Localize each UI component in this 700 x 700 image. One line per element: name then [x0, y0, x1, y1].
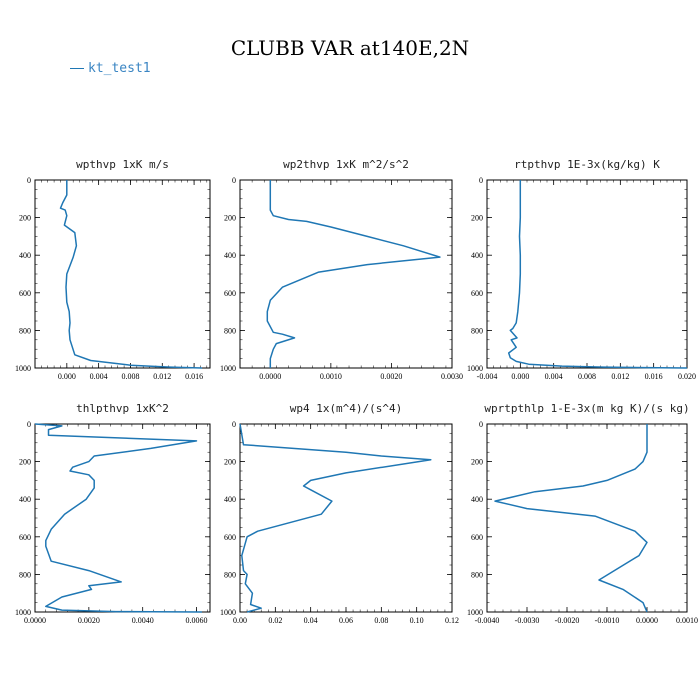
- y-tick-label: 200: [224, 458, 236, 467]
- x-tick-label: 0.0060: [186, 616, 208, 625]
- y-tick-label: 400: [19, 495, 31, 504]
- panel-title: thlpthvp 1xK^2: [76, 402, 169, 415]
- figure-title: CLUBB VAR at140E,2N: [230, 36, 470, 60]
- panel-1: wpthvp 1xK m/s 0 200 400 600 800 1000 0.000 0.00…: [15, 158, 211, 381]
- y-tick-label: 400: [471, 251, 483, 260]
- panel-title: rtpthvp 1E-3x(kg/kg) K: [514, 158, 660, 171]
- y-tick-label: 600: [19, 533, 31, 542]
- x-tick-label: 0.000: [58, 372, 76, 381]
- y-tick-label: 0: [232, 420, 236, 429]
- y-tick-label: 800: [471, 570, 483, 579]
- y-tick-label: 0: [27, 176, 31, 185]
- x-tick-label: 0.0030: [441, 372, 463, 381]
- series-line-kt_test1: [59, 180, 203, 369]
- x-tick-label: 0.000: [511, 372, 529, 381]
- y-tick-label: 200: [19, 458, 31, 467]
- x-tick-label: 0.0040: [132, 616, 154, 625]
- y-tick-label: 1000: [220, 608, 236, 617]
- x-tick-label: 0.012: [153, 372, 171, 381]
- y-tick-label: 200: [471, 458, 483, 467]
- y-tick-label: 800: [224, 326, 236, 335]
- x-tick-label: 0.008: [578, 372, 596, 381]
- y-tick-label: 600: [224, 289, 236, 298]
- x-tick-label: 0.12: [445, 616, 459, 625]
- x-tick-label: 0.0000: [259, 372, 281, 381]
- x-tick-label: 0.0010: [676, 616, 698, 625]
- x-tick-label: 0.0020: [380, 372, 402, 381]
- y-tick-label: 200: [224, 214, 236, 223]
- x-tick-label: 0.10: [410, 616, 424, 625]
- y-tick-label: 400: [19, 251, 31, 260]
- x-tick-label: 0.004: [545, 372, 563, 381]
- series-line-kt_test1: [507, 180, 688, 369]
- x-tick-label: -0.004: [477, 372, 498, 381]
- x-tick-label: 0.0020: [78, 616, 100, 625]
- legend-line-icon: [70, 68, 84, 69]
- x-tick-label: -0.0020: [555, 616, 580, 625]
- x-tick-label: 0.008: [121, 372, 139, 381]
- legend: kt_test1: [70, 61, 151, 76]
- legend-label: kt_test1: [88, 61, 151, 76]
- x-tick-label: 0.0000: [24, 616, 46, 625]
- x-tick-label: 0.012: [611, 372, 629, 381]
- x-tick-label: 0.04: [304, 616, 318, 625]
- y-tick-label: 600: [224, 533, 236, 542]
- y-tick-label: 0: [479, 420, 483, 429]
- series-line-kt_test1: [494, 424, 648, 613]
- panel-6: wprtpthlp 1-E-3x(m kg K)/(s kg)0 200 400 60…: [467, 402, 698, 625]
- y-tick-label: 0: [232, 176, 236, 185]
- x-tick-label: -0.0040: [475, 616, 500, 625]
- y-tick-label: 800: [471, 326, 483, 335]
- x-tick-label: 0.08: [374, 616, 388, 625]
- y-tick-label: 400: [224, 251, 236, 260]
- y-tick-label: 1000: [15, 364, 31, 373]
- y-tick-label: 200: [19, 214, 31, 223]
- x-tick-label: 0.004: [90, 372, 108, 381]
- y-tick-label: 1000: [15, 608, 31, 617]
- y-tick-label: 800: [224, 570, 236, 579]
- y-tick-label: 0: [479, 176, 483, 185]
- y-tick-label: 400: [471, 495, 483, 504]
- x-tick-label: 0.020: [678, 372, 696, 381]
- panel-3: rtpthvp 1E-3x(kg/kg) K 0 200 400 600 800 1000-…: [467, 158, 696, 381]
- y-tick-label: 800: [19, 570, 31, 579]
- x-tick-label: 0.016: [185, 372, 203, 381]
- panel-title: wprtpthlp 1-E-3x(m kg K)/(s kg): [484, 402, 689, 415]
- y-tick-label: 1000: [467, 608, 483, 617]
- y-tick-label: 800: [19, 326, 31, 335]
- y-tick-label: 1000: [220, 364, 236, 373]
- series-line-kt_test1: [34, 423, 202, 613]
- x-tick-label: 0.06: [339, 616, 353, 625]
- y-tick-label: 600: [471, 533, 483, 542]
- panel-title: wpthvp 1xK m/s: [76, 158, 169, 171]
- y-tick-label: 0: [27, 420, 31, 429]
- series-line-kt_test1: [239, 423, 432, 613]
- y-tick-label: 600: [19, 289, 31, 298]
- panel-2: wp2thvp 1xK m^2/s^2 0 200 400 600 800 1000 0.00…: [220, 158, 463, 381]
- plot-frame: [486, 179, 688, 369]
- x-tick-label: -0.0030: [515, 616, 540, 625]
- x-tick-label: 0.00: [233, 616, 247, 625]
- series-line-kt_test1: [266, 180, 441, 368]
- y-tick-label: 600: [471, 289, 483, 298]
- panel-title: wp2thvp 1xK m^2/s^2: [283, 158, 409, 171]
- y-tick-label: 200: [471, 214, 483, 223]
- x-tick-label: 0.0000: [636, 616, 658, 625]
- y-tick-label: 1000: [467, 364, 483, 373]
- plot-frame: [486, 423, 688, 613]
- x-tick-label: 0.0010: [320, 372, 342, 381]
- panel-title: wp4 1x(m^4)/(s^4): [290, 402, 403, 415]
- y-tick-label: 400: [224, 495, 236, 504]
- x-tick-label: 0.02: [268, 616, 282, 625]
- x-tick-label: 0.016: [645, 372, 663, 381]
- x-tick-label: -0.0010: [595, 616, 620, 625]
- plot-frame: [239, 179, 453, 369]
